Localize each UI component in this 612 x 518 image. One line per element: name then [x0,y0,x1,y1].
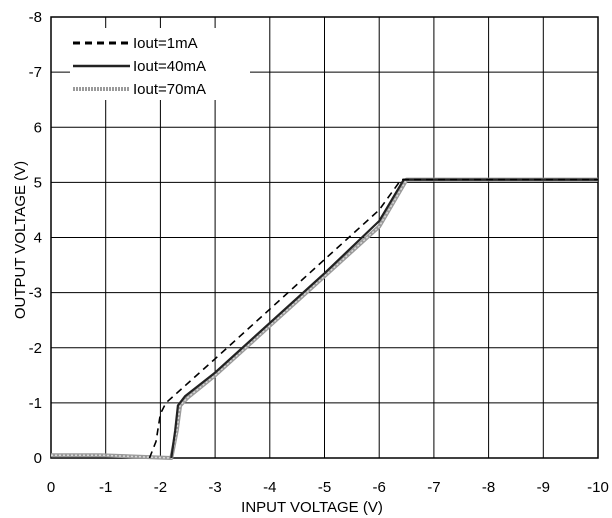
x-tick-labels: 0 -1 -2 -3 -4 -5 -6 -7 -8 -9 -10 [47,479,609,496]
x-tick-label: -5 [318,479,331,496]
legend-label-2: Iout=40mA [133,58,206,75]
x-tick-label: -1 [99,479,112,496]
x-tick-label: -4 [263,479,276,496]
y-axis-title: OUTPUT VOLTAGE (V) [12,161,29,319]
legend: Iout=1mA Iout=40mA Iout=70mA [70,28,250,100]
x-tick-label: -8 [482,479,495,496]
x-tick-label: -7 [427,479,440,496]
x-tick-label: 0 [47,479,55,496]
x-tick-label: -10 [587,479,609,496]
legend-label-3: Iout=70mA [133,81,206,98]
plot-area-border [50,16,599,459]
y-tick-label: 0 [34,450,42,467]
x-tick-label: -3 [208,479,221,496]
series-line-3-texture [51,178,598,459]
x-tick-label: -2 [154,479,167,496]
series-line-2 [170,178,598,459]
y-tick-label: -7 [29,64,42,81]
y-tick-label: -3 [29,285,42,302]
x-tick-label: -6 [373,479,386,496]
grid [51,17,598,458]
y-tick-label: -8 [29,9,42,26]
y-tick-label: -1 [29,395,42,412]
series-line-1 [148,178,598,459]
series-layer [51,177,598,460]
y-tick-label: 4 [34,230,42,247]
legend-label-1: Iout=1mA [133,35,198,52]
y-tick-label: 5 [34,174,42,191]
y-tick-label: 6 [34,119,42,136]
y-tick-labels: 0 -1 -2 -3 4 5 6 -7 -8 [29,9,42,467]
x-axis-title: INPUT VOLTAGE (V) [241,499,383,516]
x-tick-label: -9 [537,479,550,496]
y-tick-label: -2 [29,340,42,357]
